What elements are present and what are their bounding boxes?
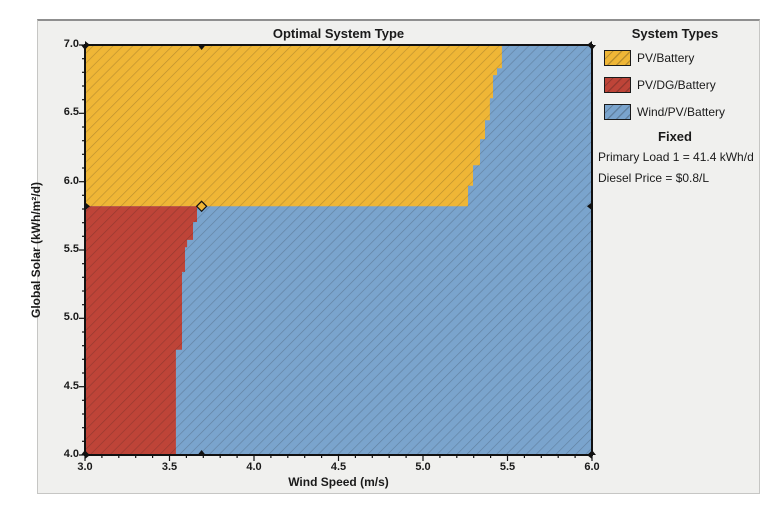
fixed-section-title: Fixed (658, 129, 692, 144)
legend-title: System Types (631, 26, 719, 41)
hatch-overlay (85, 45, 592, 455)
y-tick-label: 5.0 (63, 311, 79, 323)
chart-title: Optimal System Type (272, 26, 405, 41)
x-axis-label: Wind Speed (m/s) (288, 475, 389, 489)
selected-point-diamond[interactable] (195, 200, 208, 213)
x-tick-label: 5.0 (415, 461, 431, 473)
x-tick-label: 3.5 (161, 461, 178, 473)
legend-item-label: PV/DG/Battery (637, 78, 716, 92)
y-tick-label: 6.0 (63, 175, 79, 187)
x-tick-label: 6.0 (584, 461, 600, 473)
legend-item-label: PV/Battery (637, 51, 695, 65)
x-tick-label: 4.0 (246, 461, 262, 473)
fixed-line: Primary Load 1 = 41.4 kWh/d (598, 150, 754, 164)
x-tick-label: 5.5 (499, 461, 516, 473)
legend-item-label: Wind/PV/Battery (637, 105, 726, 119)
x-tick-label: 3.0 (77, 461, 93, 473)
y-tick-label: 4.5 (63, 380, 79, 392)
y-tick-label: 6.5 (63, 106, 79, 118)
legend-swatch-wind-pv-battery (604, 104, 631, 120)
legend-swatch-pv-dg-battery (604, 77, 631, 93)
plot-border (84, 44, 593, 456)
fixed-line: Diesel Price = $0.8/L (598, 171, 710, 185)
x-tick-label: 4.5 (330, 461, 347, 473)
y-axis-label: Global Solar (kWh/m²/d) (29, 181, 43, 319)
y-tick-label: 5.5 (63, 243, 79, 255)
y-tick-label: 7.0 (63, 38, 79, 50)
legend-swatch-pv-battery (604, 50, 631, 66)
y-tick-label: 4.0 (63, 448, 79, 460)
